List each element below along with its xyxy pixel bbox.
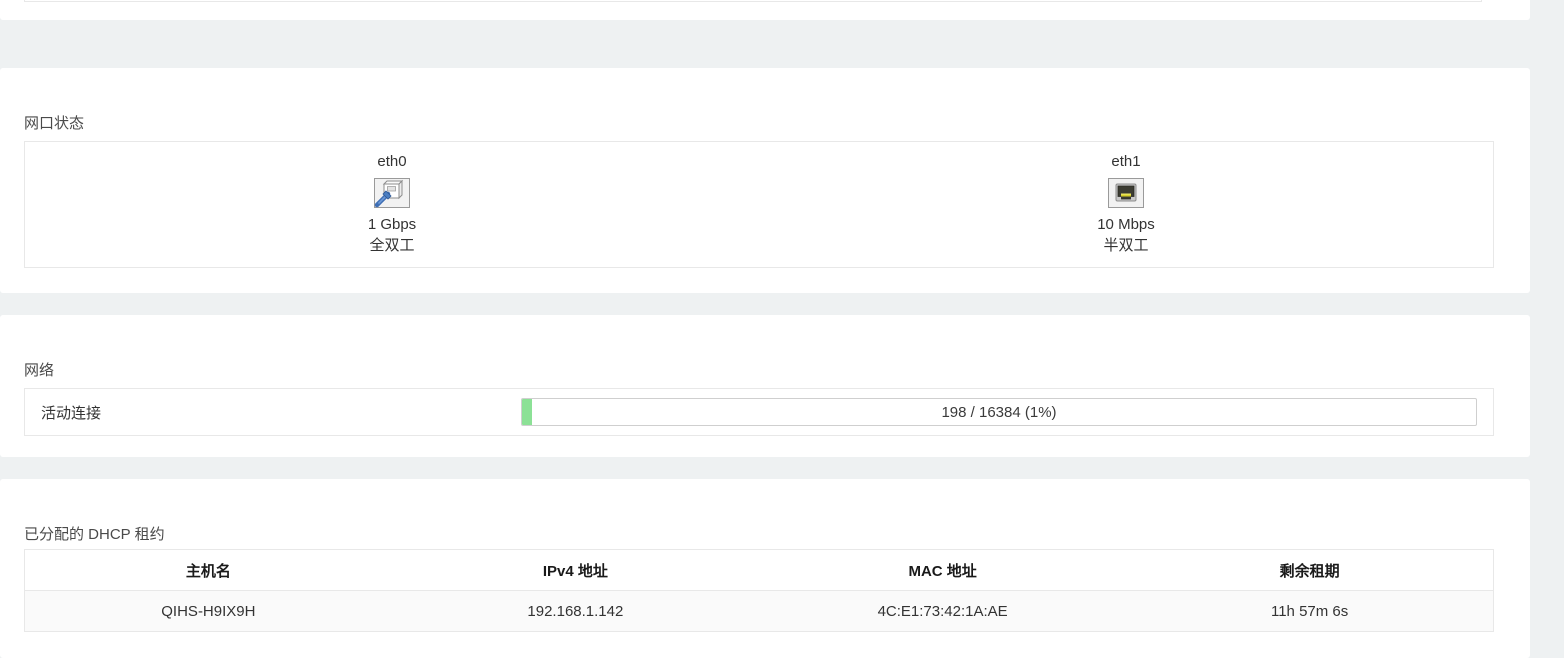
port-eth1[interactable]: eth1 10 Mbps 半双工 (759, 142, 1493, 267)
dhcp-leases-panel: 已分配的 DHCP 租约 主机名 IPv4 地址 MAC 地址 剩余租期 QIH… (0, 479, 1530, 658)
port-eth1-duplex: 半双工 (1103, 237, 1149, 254)
port-eth1-speed: 10 Mbps (1097, 216, 1155, 233)
cell-ipv4: 192.168.1.142 (391, 590, 759, 632)
port-eth0[interactable]: eth0 (25, 142, 759, 267)
port-eth1-name: eth1 (1111, 153, 1141, 170)
port-eth0-speed: 1 Gbps (367, 216, 417, 233)
port-eth0-duplex: 全双工 (369, 237, 415, 254)
port-status-title: 网口状态 (24, 115, 85, 133)
active-connections-bar-cell: 198 / 16384 (1%) (521, 398, 1493, 426)
dhcp-table-body: QIHS-H9IX9H 192.168.1.142 4C:E1:73:42:1A… (24, 590, 1494, 632)
active-connections-progress-fill (522, 399, 532, 425)
table-row: QIHS-H9IX9H 192.168.1.142 4C:E1:73:42:1A… (24, 590, 1494, 632)
dhcp-leases-table: 主机名 IPv4 地址 MAC 地址 剩余租期 QIHS-H9IX9H 192.… (24, 549, 1494, 632)
dhcp-table-head: 主机名 IPv4 地址 MAC 地址 剩余租期 (24, 549, 1494, 591)
active-connections-progress-label: 198 / 16384 (1%) (941, 403, 1057, 421)
cell-lease-remaining: 11h 57m 6s (1126, 590, 1494, 632)
table-row: 活动连接 198 / 16384 (1%) (25, 389, 1493, 435)
column-header-ipv4[interactable]: IPv4 地址 (391, 549, 759, 591)
dhcp-leases-title: 已分配的 DHCP 租约 (24, 526, 165, 544)
active-connections-progress-bar: 198 / 16384 (1%) (521, 398, 1477, 426)
network-title: 网络 (24, 362, 55, 380)
ethernet-plug-connected-icon (374, 178, 410, 208)
table-header-row: 主机名 IPv4 地址 MAC 地址 剩余租期 (24, 549, 1494, 591)
column-header-lease[interactable]: 剩余租期 (1126, 549, 1494, 591)
active-connections-label: 活动连接 (41, 404, 102, 422)
memory-panel: 已缓冲 20.5 MiB / 4.00 GB (1%) (0, 0, 1530, 20)
port-eth0-name: eth0 (377, 153, 407, 170)
cell-mac: 4C:E1:73:42:1A:AE (759, 590, 1127, 632)
network-table: 活动连接 198 / 16384 (1%) (24, 388, 1494, 436)
column-header-hostname[interactable]: 主机名 (24, 549, 392, 591)
port-status-box: eth0 (24, 141, 1494, 268)
ethernet-jack-disconnected-icon (1108, 178, 1144, 208)
network-panel: 网络 活动连接 198 / 16384 (1%) (0, 315, 1530, 457)
column-header-mac[interactable]: MAC 地址 (759, 549, 1127, 591)
port-status-panel: 网口状态 eth0 (0, 68, 1530, 293)
cell-hostname: QIHS-H9IX9H (24, 590, 392, 632)
memory-table: 已缓冲 20.5 MiB / 4.00 GB (1%) (24, 0, 1482, 2)
table-row: 已缓冲 20.5 MiB / 4.00 GB (1%) (25, 0, 1481, 1)
